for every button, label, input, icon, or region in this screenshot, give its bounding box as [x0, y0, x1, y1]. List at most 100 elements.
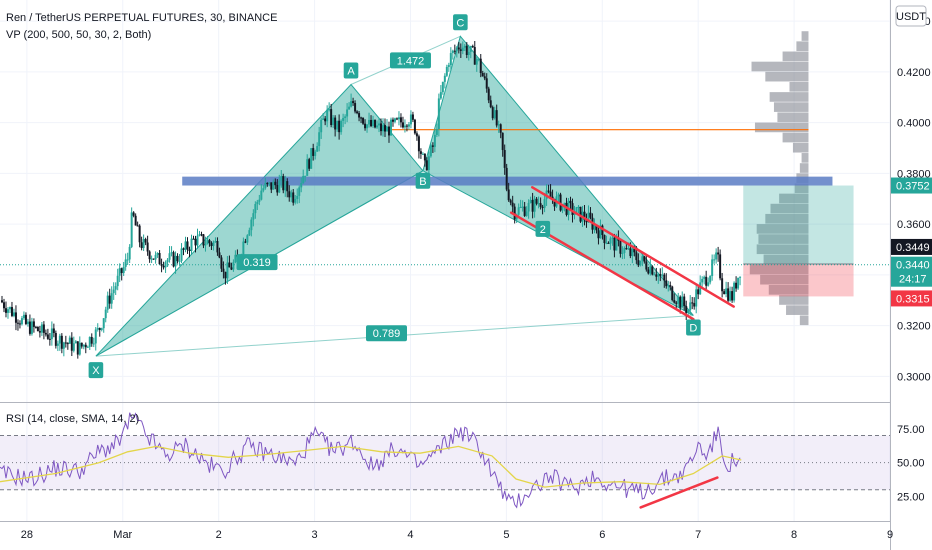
candle-body-340[interactable]	[679, 296, 682, 308]
candle-body-83[interactable]	[166, 259, 169, 263]
pattern-point-a[interactable]: A	[343, 62, 359, 79]
candle-body-16[interactable]	[32, 321, 35, 327]
candle-body-193[interactable]	[385, 126, 388, 132]
candle-body-307[interactable]	[613, 237, 616, 251]
candle-body-59[interactable]	[118, 268, 121, 276]
candle-body-333[interactable]	[665, 280, 668, 287]
candle-body-313[interactable]	[625, 248, 628, 250]
candle-body-221[interactable]	[441, 81, 444, 93]
candle-body-303[interactable]	[605, 242, 608, 244]
rsi-ma-line[interactable]	[0, 445, 742, 488]
candle-body-176[interactable]	[352, 101, 355, 104]
candle-body-88[interactable]	[176, 255, 179, 262]
candle-body-231[interactable]	[461, 47, 464, 51]
candle-body-339[interactable]	[677, 296, 680, 304]
candle-body-356[interactable]	[711, 259, 714, 277]
candle-body-265[interactable]	[529, 199, 532, 203]
candle-body-84[interactable]	[168, 253, 171, 260]
channel-upper-line[interactable]	[531, 186, 735, 308]
candle-body-268[interactable]	[535, 198, 538, 204]
candle-body-294[interactable]	[587, 212, 590, 223]
candle-body-314[interactable]	[627, 248, 630, 250]
candle-body-156[interactable]	[312, 148, 315, 156]
candle-body-203[interactable]	[405, 125, 408, 127]
candle-body-281[interactable]	[561, 204, 564, 211]
candle-body-21[interactable]	[42, 324, 45, 333]
rsi-axis[interactable]: 75.00 50.00 25.00	[897, 424, 925, 504]
candle-body-217[interactable]	[433, 134, 436, 147]
rsi-indicator-title[interactable]: RSI (14, close, SMA, 14, 2)	[6, 413, 139, 425]
candle-body-359[interactable]	[717, 252, 720, 255]
candle-body-299[interactable]	[597, 230, 600, 239]
candle-body-196[interactable]	[391, 119, 394, 122]
candle-body-182[interactable]	[364, 123, 367, 129]
candle-body-170[interactable]	[340, 120, 343, 133]
candle-body-133[interactable]	[266, 183, 269, 185]
candle-body-174[interactable]	[348, 106, 351, 110]
candle-body-134[interactable]	[268, 182, 271, 184]
candle-body-150[interactable]	[300, 183, 303, 188]
candle-body-311[interactable]	[621, 252, 624, 254]
candle-body-354[interactable]	[707, 282, 710, 286]
candle-body-364[interactable]	[727, 288, 730, 301]
candle-body-110[interactable]	[220, 257, 223, 269]
candle-body-32[interactable]	[64, 342, 67, 344]
candle-body-337[interactable]	[673, 300, 676, 303]
target-zone[interactable]	[743, 185, 854, 264]
candle-body-56[interactable]	[112, 289, 115, 294]
candle-body-212[interactable]	[423, 153, 426, 161]
candle-body-230[interactable]	[459, 49, 462, 51]
candle-body-312[interactable]	[623, 248, 626, 253]
candle-body-113[interactable]	[226, 262, 229, 279]
candle-body-255[interactable]	[509, 200, 512, 203]
candle-body-332[interactable]	[663, 274, 666, 281]
candle-body-365[interactable]	[729, 291, 732, 301]
candle-body-27[interactable]	[54, 333, 57, 346]
candle-body-213[interactable]	[425, 160, 428, 170]
candle-body-279[interactable]	[557, 194, 560, 197]
candle-body-257[interactable]	[513, 206, 516, 220]
candle-body-274[interactable]	[547, 190, 550, 192]
candle-body-297[interactable]	[593, 225, 596, 230]
candle-body-160[interactable]	[320, 119, 323, 133]
candle-body-316[interactable]	[631, 248, 634, 257]
candle-body-77[interactable]	[154, 254, 157, 260]
candle-body-229[interactable]	[457, 47, 460, 50]
candle-body-7[interactable]	[14, 312, 17, 323]
candle-body-267[interactable]	[533, 198, 536, 212]
candle-body-348[interactable]	[695, 289, 698, 307]
candle-body-183[interactable]	[366, 124, 369, 129]
candle-body-4[interactable]	[8, 307, 11, 310]
candle-body-223[interactable]	[445, 66, 448, 76]
candle-body-5[interactable]	[10, 307, 13, 316]
candle-body-323[interactable]	[645, 261, 648, 270]
candle-body-362[interactable]	[723, 291, 726, 295]
candle-body-53[interactable]	[106, 295, 109, 310]
candle-body-350[interactable]	[699, 282, 702, 295]
long-position-tool[interactable]	[743, 185, 854, 297]
candle-body-137[interactable]	[274, 181, 277, 186]
candle-body-260[interactable]	[519, 206, 522, 208]
candle-body-126[interactable]	[252, 213, 255, 220]
candle-body-9[interactable]	[18, 323, 21, 325]
candle-body-342[interactable]	[683, 296, 686, 307]
candle-body-253[interactable]	[505, 167, 508, 190]
candle-body-36[interactable]	[72, 343, 75, 351]
stop-zone[interactable]	[743, 263, 854, 297]
candle-body-10[interactable]	[20, 318, 23, 325]
candle-body-114[interactable]	[228, 262, 231, 268]
candle-body-369[interactable]	[737, 277, 740, 289]
candle-body-13[interactable]	[26, 321, 29, 324]
candle-body-18[interactable]	[36, 326, 39, 332]
candle-body-194[interactable]	[387, 126, 390, 136]
candle-body-295[interactable]	[589, 212, 592, 218]
candle-body-175[interactable]	[350, 101, 353, 107]
candle-body-318[interactable]	[635, 252, 638, 261]
candle-body-242[interactable]	[483, 76, 486, 79]
candle-body-252[interactable]	[503, 150, 506, 168]
candle-body-266[interactable]	[531, 199, 534, 212]
candle-body-215[interactable]	[429, 145, 432, 157]
candle-body-248[interactable]	[495, 110, 498, 126]
candle-body-74[interactable]	[148, 251, 151, 260]
